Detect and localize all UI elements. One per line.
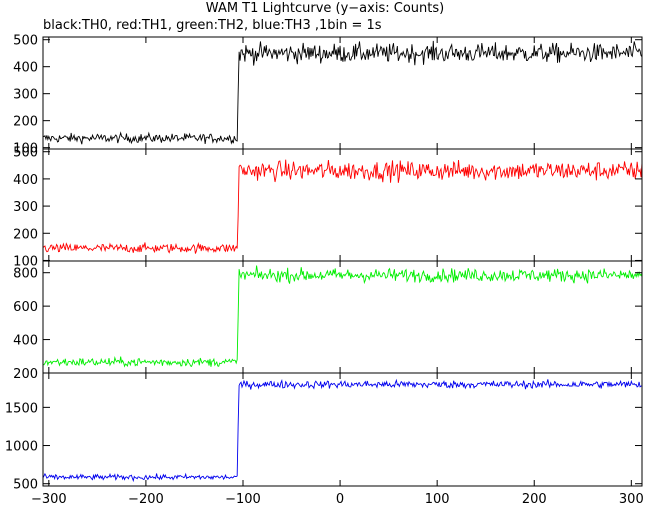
x-tick-label: −200 bbox=[128, 492, 164, 505]
y-tick-label: 400 bbox=[13, 173, 38, 188]
x-tick-label: 100 bbox=[425, 492, 450, 505]
y-tick-label: 1000 bbox=[5, 440, 38, 455]
x-tick-label: 200 bbox=[522, 492, 547, 505]
series-th0 bbox=[42, 40, 643, 145]
y-tick-label: 400 bbox=[13, 334, 38, 349]
panel-frame-th3 bbox=[42, 372, 643, 487]
panel-frame-th1 bbox=[42, 148, 643, 262]
y-tick-label: 600 bbox=[13, 300, 38, 315]
series-th3 bbox=[42, 378, 643, 483]
series-th2 bbox=[42, 265, 643, 368]
chart-title: WAM T1 Lightcurve (y−axis: Counts) bbox=[205, 1, 445, 16]
y-tick-label: 500 bbox=[13, 146, 38, 161]
chart-subtitle: black:TH0, red:TH1, green:TH2, blue:TH3 … bbox=[43, 18, 382, 33]
y-tick-label: 300 bbox=[13, 88, 38, 103]
x-tick-label: −100 bbox=[225, 492, 261, 505]
y-tick-label: 200 bbox=[13, 115, 38, 130]
y-tick-label: 100 bbox=[13, 142, 38, 157]
panel-frame-th0 bbox=[42, 36, 643, 150]
y-tick-label: 500 bbox=[13, 34, 38, 49]
y-tick-label: 300 bbox=[13, 200, 38, 215]
series-th1 bbox=[42, 159, 643, 254]
y-tick-label: 100 bbox=[13, 254, 38, 269]
y-tick-label: 1500 bbox=[5, 401, 38, 416]
y-tick-label: 200 bbox=[13, 227, 38, 242]
x-tick-label: 300 bbox=[619, 492, 644, 505]
y-tick-label: 800 bbox=[13, 267, 38, 282]
y-tick-label: 500 bbox=[13, 478, 38, 493]
y-tick-label: 200 bbox=[13, 367, 38, 382]
y-tick-label: 400 bbox=[13, 61, 38, 76]
x-tick-label: 0 bbox=[336, 492, 344, 505]
x-tick-label: −300 bbox=[31, 492, 67, 505]
